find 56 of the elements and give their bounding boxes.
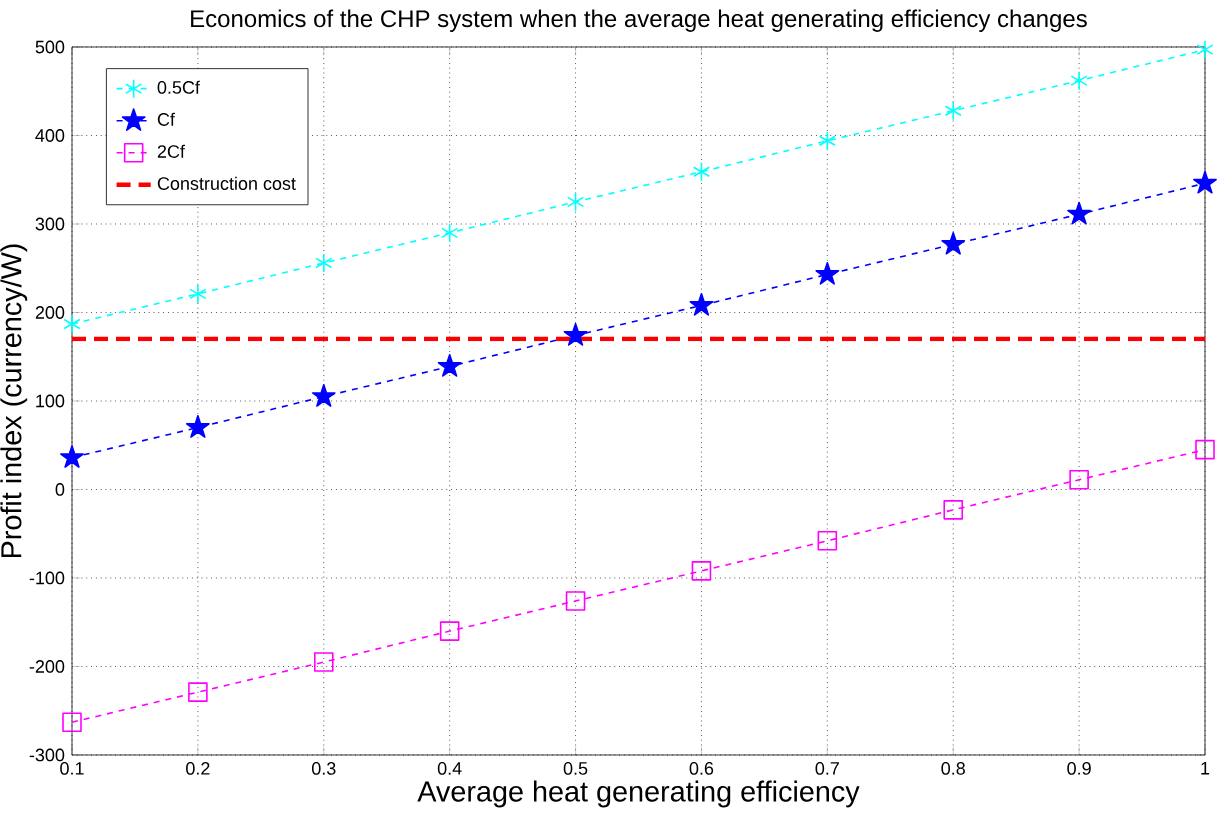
y-tick-label: -100 — [29, 571, 65, 585]
point — [185, 415, 210, 438]
point — [313, 652, 334, 672]
legend-label: Construction cost — [157, 176, 296, 190]
legend-label: 0.5Cf — [157, 80, 200, 94]
y-tick-label: 300 — [35, 217, 65, 231]
point — [692, 161, 711, 182]
x-tick-label: 0.4 — [437, 762, 462, 775]
x-tick-label: 0.2 — [186, 762, 210, 775]
y-tick-label: -300 — [29, 748, 65, 762]
point — [818, 131, 836, 151]
point — [691, 561, 712, 581]
point — [565, 591, 586, 611]
point — [188, 682, 208, 702]
point — [1069, 469, 1089, 490]
x-tick-label: 1 — [1201, 762, 1210, 775]
point — [63, 314, 81, 334]
point — [689, 292, 714, 316]
point — [311, 384, 336, 407]
y-tick-label: 100 — [36, 394, 65, 408]
x-tick-label: 0.8 — [941, 762, 965, 775]
point — [441, 223, 459, 243]
point — [944, 100, 962, 121]
point — [566, 192, 585, 212]
y-tick-label: 200 — [35, 306, 65, 319]
chart-title: Economics of the CHP system when the average heat generating efficiency changes — [191, 9, 1087, 32]
point — [315, 253, 333, 273]
point — [817, 531, 838, 551]
y-tick-label: 400 — [35, 129, 65, 142]
point — [439, 621, 460, 641]
point — [1196, 39, 1214, 60]
point — [1193, 170, 1217, 194]
point — [1070, 70, 1088, 91]
y-tick-label: 0 — [55, 483, 65, 496]
x-tick-label: 0.1 — [60, 762, 84, 775]
legend-label: 2Cf — [157, 144, 185, 158]
point — [60, 445, 84, 468]
x-tick-label: 0.3 — [311, 762, 336, 775]
y-axis-title: Profit index (currency/W) — [0, 244, 28, 558]
point — [1067, 201, 1092, 225]
x-tick-label: 0.5 — [563, 762, 588, 775]
point — [943, 500, 964, 520]
point — [189, 284, 207, 304]
point — [941, 231, 966, 255]
point — [437, 353, 462, 377]
y-tick-label: -200 — [29, 660, 65, 673]
point — [1195, 439, 1215, 460]
point — [815, 261, 840, 285]
x-tick-label: 0.7 — [815, 762, 839, 775]
x-tick-label: 0.6 — [689, 762, 714, 775]
legend-label: Cf — [157, 112, 175, 126]
point — [62, 712, 82, 733]
y-tick-label: 500 — [35, 40, 65, 54]
x-axis-title: Average heat generating efficiency — [417, 780, 860, 808]
x-tick-label: 0.9 — [1067, 762, 1091, 775]
point — [563, 323, 588, 346]
